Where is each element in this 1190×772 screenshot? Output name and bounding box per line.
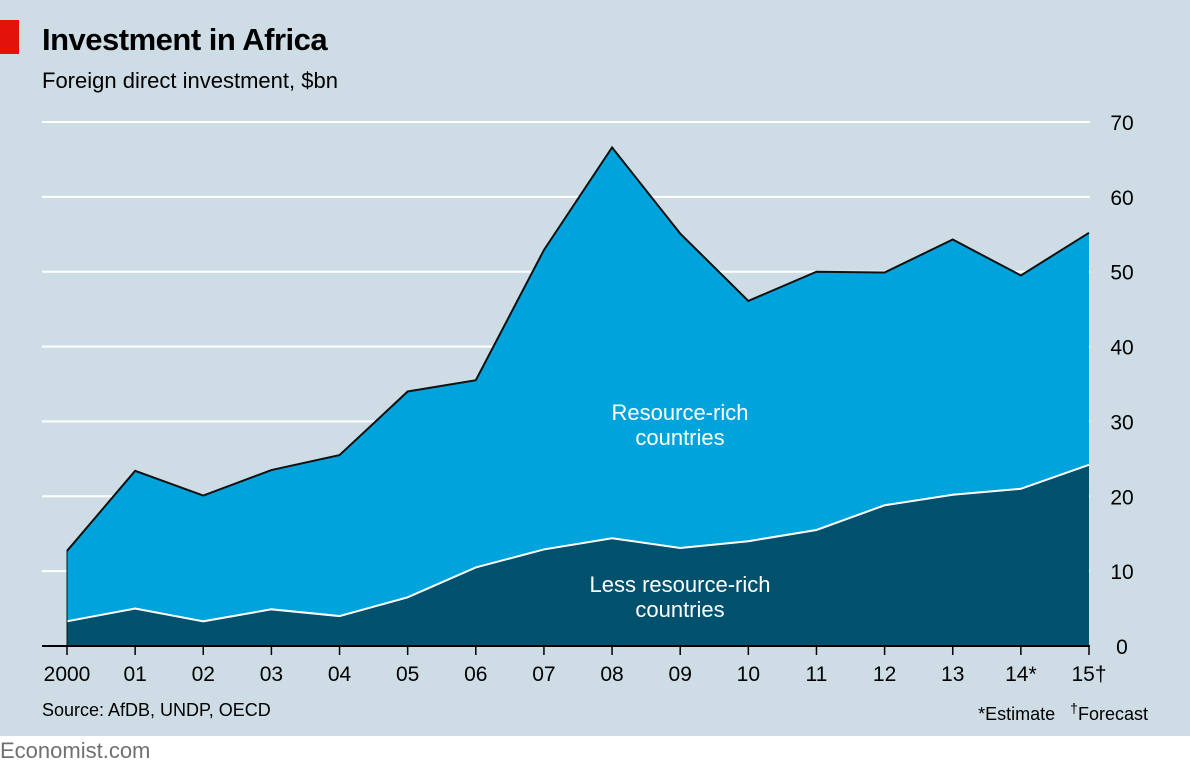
y-tick-label: 50 <box>1110 262 1133 285</box>
chart-subtitle: Foreign direct investment, $bn <box>42 68 338 93</box>
x-tick-label: 08 <box>600 663 623 686</box>
total-line <box>66 145 1090 552</box>
y-tick-label: 70 <box>1110 112 1133 135</box>
series-area-resource-rich <box>67 147 1089 622</box>
x-tick-label: 07 <box>532 663 555 686</box>
forecast-mark: † <box>1070 700 1078 716</box>
y-tick-label: 0 <box>1116 636 1128 659</box>
chart-title: Investment in Africa <box>42 22 328 57</box>
y-tick-label: 60 <box>1110 187 1133 210</box>
x-tick-label: 15† <box>1071 663 1106 686</box>
footnotes: *Estimate †Forecast <box>978 700 1148 725</box>
forecast-note: Forecast <box>1077 704 1148 724</box>
x-tick-label: 05 <box>396 663 419 686</box>
x-tick-label: 14* <box>1005 663 1037 686</box>
x-tick-label: 12 <box>873 663 896 686</box>
x-tick-label: 04 <box>328 663 352 686</box>
x-tick-label: 13 <box>941 663 964 686</box>
economist-watermark: Economist.com <box>0 738 151 763</box>
estimate-note: *Estimate <box>978 704 1056 724</box>
y-tick-label: 10 <box>1110 561 1133 584</box>
area-chart: 0 10 20 30 40 50 60 70 2000 01 02 03 04 05 06 07 08 09 10 1… <box>42 112 1134 686</box>
source-note: Source: AfDB, UNDP, OECD <box>42 700 271 720</box>
x-tick-label: 02 <box>192 663 215 686</box>
y-tick-label: 40 <box>1110 337 1133 360</box>
brand-red-tag <box>0 20 19 54</box>
series-label: countries <box>635 425 724 450</box>
x-tick-label: 10 <box>737 663 760 686</box>
series-area-less-resource-rich <box>67 464 1089 646</box>
y-tick-label: 20 <box>1110 486 1133 509</box>
x-tick-label: 09 <box>669 663 692 686</box>
series-label: Resource-rich <box>612 400 749 425</box>
x-tick-label: 01 <box>123 663 146 686</box>
series-boundary-line <box>66 463 1090 623</box>
series-label: countries <box>635 597 724 622</box>
x-tick-label: 06 <box>464 663 487 686</box>
y-tick-label: 30 <box>1110 411 1133 434</box>
series-label: Less resource-rich <box>590 572 771 597</box>
x-tick-label: 03 <box>260 663 283 686</box>
x-tick-label: 2000 <box>44 663 91 686</box>
x-tick-label: 11 <box>806 663 828 686</box>
